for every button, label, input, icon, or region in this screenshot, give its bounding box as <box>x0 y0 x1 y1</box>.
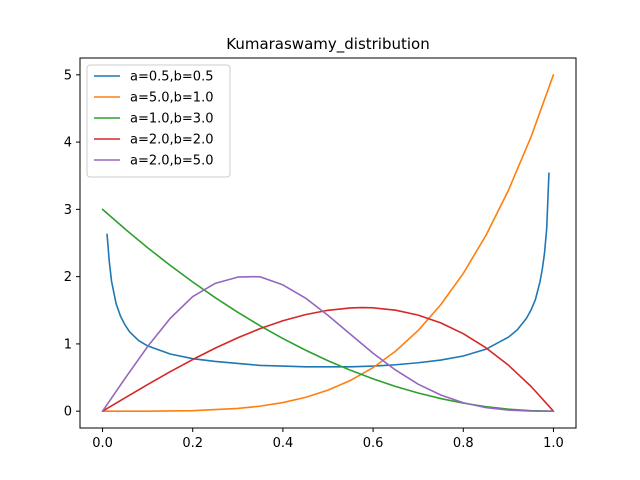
y-tick-label: 2 <box>64 270 72 285</box>
legend-box <box>86 64 231 178</box>
y-tick-label: 3 <box>64 203 72 218</box>
series-line-3 <box>101 306 555 412</box>
legend-label-0: a=0.5,b=0.5 <box>130 70 213 85</box>
y-tick-label: 5 <box>64 68 72 83</box>
legend-label-4: a=2.0,b=5.0 <box>130 154 213 169</box>
axes-frame <box>79 57 577 429</box>
x-axis: 0.0 0.2 0.4 0.6 0.8 1.0 <box>92 428 564 451</box>
x-tick-label: 0.0 <box>92 436 113 451</box>
chart-title: Kumaraswamy_distribution <box>226 35 430 54</box>
x-tick-label: 0.4 <box>273 436 294 451</box>
series-line-4 <box>101 275 555 412</box>
x-tick-label: 0.8 <box>453 436 474 451</box>
legend-label-2: a=1.0,b=3.0 <box>130 112 213 127</box>
series-line-0 <box>106 172 550 368</box>
legend-label-3: a=2.0,b=2.0 <box>130 133 213 148</box>
legend-label-1: a=5.0,b=1.0 <box>130 91 213 106</box>
plot-area <box>101 74 555 412</box>
y-tick-label: 4 <box>64 136 72 151</box>
x-tick-label: 1.0 <box>543 436 564 451</box>
x-tick-label: 0.6 <box>363 436 384 451</box>
legend: a=0.5,b=0.5 a=5.0,b=1.0 a=1.0,b=3.0 a=2.0,b… <box>86 64 231 178</box>
y-tick-label: 0 <box>64 405 72 420</box>
y-axis: 0 1 2 3 4 5 <box>64 68 80 420</box>
y-tick-label: 1 <box>64 337 72 352</box>
x-tick-label: 0.2 <box>182 436 203 451</box>
